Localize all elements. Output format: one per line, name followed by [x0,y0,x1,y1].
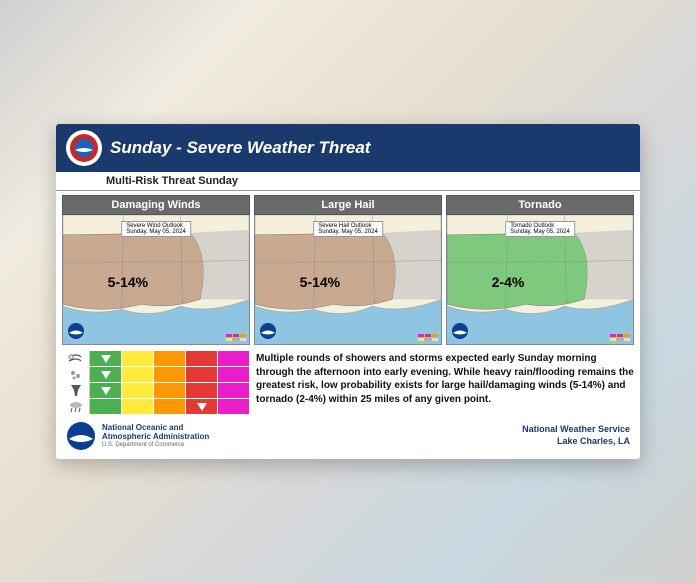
risk-marker-icon [101,371,111,379]
risk-cell [154,383,186,398]
subtitle: Multi-Risk Threat Sunday [56,172,640,191]
weather-card: Sunday - Severe Weather Threat Multi-Ris… [56,124,640,459]
nws-logo [64,128,104,168]
risk-row [62,399,250,415]
risk-cell [122,383,154,398]
risk-cell [218,367,250,382]
threat-map: 5-14% Severe Wind OutlookSunday, May 05, … [62,215,250,345]
threat-panel-damaging-winds: Damaging Winds 5-14% Severe Wind OutlookSu… [62,195,250,345]
footer-org-line2: Atmospheric Administration [102,432,209,442]
wind-icon [62,351,90,366]
map-label-box: Severe Hail OutlookSunday, May 05, 2024 [313,221,383,237]
risk-cell [90,383,122,398]
risk-cell [218,399,250,414]
map-legend [610,334,630,341]
title-text: Sunday - Severe Weather Threat [110,138,370,158]
threat-range: 2-4% [492,274,525,290]
map-noaa-icon [451,322,469,340]
map-noaa-icon [67,322,85,340]
title-bar: Sunday - Severe Weather Threat [56,124,640,172]
footer-right-line1: National Weather Service [522,424,630,436]
footer-right-line2: Lake Charles, LA [522,436,630,448]
footer-right: National Weather Service Lake Charles, L… [522,424,630,447]
panel-header: Tornado [446,195,634,215]
risk-cell [218,351,250,366]
map-label-box: Severe Wind OutlookSunday, May 05, 2024 [121,221,191,237]
footer-org-line1: National Oceanic and [102,423,209,433]
rain-icon [62,399,90,414]
hail-icon [62,367,90,382]
risk-cell [186,367,218,382]
risk-cell [186,351,218,366]
threat-panels: Damaging Winds 5-14% Severe Wind OutlookSu… [56,191,640,347]
risk-marker-icon [101,355,111,363]
threat-panel-large-hail: Large Hail 5-14% Severe Hail OutlookSunday… [254,195,442,345]
map-noaa-icon [259,322,277,340]
risk-cell [218,383,250,398]
footer-org-sub: U.S. Department of Commerce [102,442,209,449]
map-legend [226,334,246,341]
risk-cell [90,367,122,382]
risk-marker-icon [101,387,111,395]
risk-row [62,383,250,399]
panel-header: Damaging Winds [62,195,250,215]
footer-org: National Oceanic and Atmospheric Adminis… [102,423,209,449]
threat-range: 5-14% [300,274,340,290]
funnel-icon [62,383,90,398]
risk-cell [122,399,154,414]
risk-row [62,367,250,383]
footer: National Oceanic and Atmospheric Adminis… [56,417,640,459]
threat-map: 2-4% Tornado OutlookSunday, May 05, 2024 [446,215,634,345]
threat-map: 5-14% Severe Hail OutlookSunday, May 05, … [254,215,442,345]
risk-cell [154,367,186,382]
threat-panel-tornado: Tornado 2-4% Tornado OutlookSunday, May 05… [446,195,634,345]
risk-cell [186,383,218,398]
risk-cell [186,399,218,414]
summary-text: Multiple rounds of showers and storms ex… [256,351,634,415]
risk-cell [122,367,154,382]
risk-scale-table [62,351,250,415]
risk-cell [90,399,122,414]
footer-left: National Oceanic and Atmospheric Adminis… [66,421,209,451]
panel-header: Large Hail [254,195,442,215]
risk-row [62,351,250,367]
threat-range: 5-14% [108,274,148,290]
risk-cell [154,399,186,414]
map-legend [418,334,438,341]
risk-marker-icon [197,403,207,411]
map-label-box: Tornado OutlookSunday, May 05, 2024 [505,221,575,237]
noaa-logo-icon [66,421,96,451]
risk-cell [90,351,122,366]
risk-cell [122,351,154,366]
mid-row: Multiple rounds of showers and storms ex… [56,347,640,417]
risk-cell [154,351,186,366]
